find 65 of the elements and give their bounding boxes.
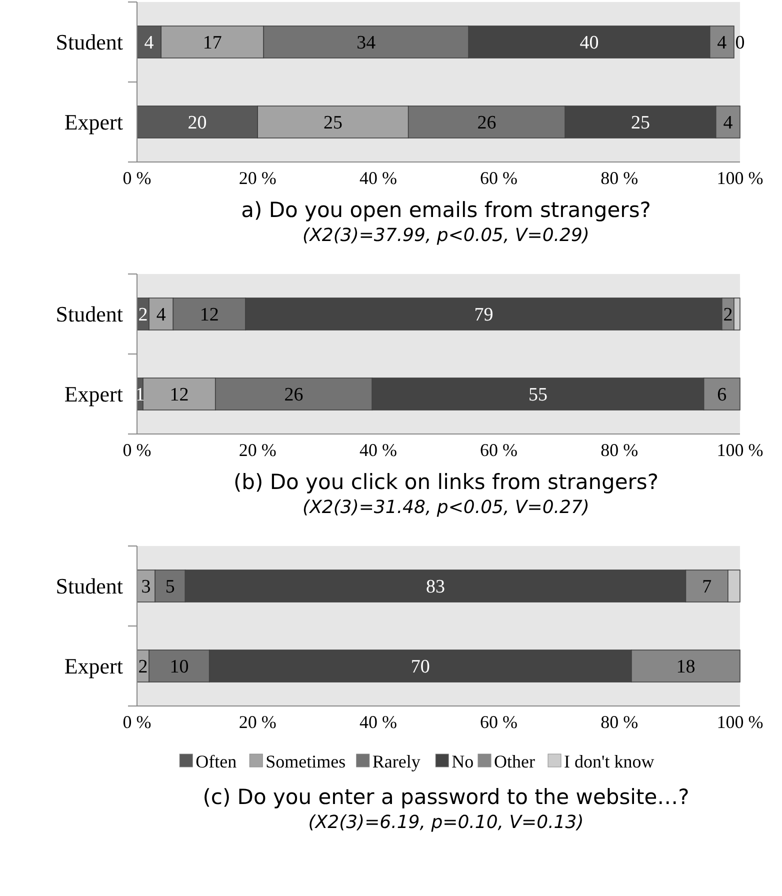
x-tick-label: 60 % (480, 168, 518, 188)
data-label: 10 (170, 656, 189, 678)
data-label: 3 (141, 576, 151, 598)
legend-label: Sometimes (266, 751, 346, 772)
data-label: 0 (735, 32, 745, 54)
x-tick-label: 20 % (238, 168, 276, 188)
text: (c) Do you enter a password to the website…? (202, 785, 690, 809)
x-tick-label: 20 % (238, 712, 276, 732)
x-tick-label: 20 % (238, 440, 276, 460)
data-label: 2 (723, 304, 733, 326)
data-label: 4 (144, 32, 154, 54)
x-tick-label: 80 % (600, 168, 638, 188)
x-tick-label: 100 % (716, 168, 764, 188)
x-tick-label: 60 % (480, 440, 518, 460)
data-label: 17 (202, 32, 222, 54)
x-tick-label: 40 % (359, 168, 397, 188)
data-label: 70 (410, 656, 430, 678)
text: (X2(3)=37.99, p<0.05, V=0.29) (302, 225, 590, 246)
y-tick-label: Student (56, 302, 123, 327)
y-tick-label: Student (56, 574, 123, 599)
data-label: 4 (156, 304, 166, 326)
x-tick-label: 0 % (122, 168, 152, 188)
legend-label: Other (494, 751, 535, 772)
y-tick-label: Expert (64, 654, 123, 679)
data-label: 2 (138, 304, 148, 326)
data-label: 83 (426, 576, 445, 598)
x-tick-label: 100 % (716, 440, 764, 460)
legend-label: Rarely (372, 751, 420, 772)
x-tick-label: 80 % (600, 440, 638, 460)
data-label: 6 (717, 384, 727, 406)
data-label: 12 (200, 304, 219, 326)
data-label: 7 (702, 576, 712, 598)
data-label: 18 (676, 656, 696, 678)
y-tick-label: Expert (64, 110, 123, 135)
x-tick-label: 40 % (359, 712, 397, 732)
y-tick-label: Student (56, 30, 123, 55)
data-label: 34 (356, 32, 376, 54)
data-label: 5 (165, 576, 175, 598)
data-label: 20 (188, 112, 207, 134)
y-tick-label: Expert (64, 382, 123, 407)
data-label: 4 (717, 32, 728, 54)
x-tick-label: 60 % (480, 712, 518, 732)
data-label: 12 (170, 384, 189, 406)
data-label: 40 (580, 32, 599, 54)
data-label: 26 (477, 112, 496, 134)
data-label: 79 (474, 304, 494, 326)
data-label: 2 (138, 656, 148, 678)
data-label: 25 (323, 112, 342, 134)
data-label: 25 (631, 112, 650, 134)
legend-label: I don't know (564, 751, 654, 772)
x-tick-label: 0 % (122, 440, 152, 460)
text: (X2(3)=6.19, p=0.10, V=0.13) (308, 812, 584, 833)
text: (b) Do you click on links from strangers? (233, 470, 659, 494)
data-label: 26 (284, 384, 304, 406)
data-label: 55 (528, 384, 548, 406)
x-tick-label: 100 % (716, 712, 764, 732)
legend-label: No (452, 751, 474, 772)
x-tick-label: 40 % (359, 440, 397, 460)
legend-label: Often (196, 751, 237, 772)
text: (X2(3)=31.48, p<0.05, V=0.27) (302, 497, 590, 518)
x-tick-label: 0 % (122, 712, 152, 732)
data-label: 1 (135, 384, 145, 406)
text: a) Do you open emails from strangers? (241, 198, 651, 222)
data-label: 4 (723, 112, 734, 134)
x-tick-label: 80 % (600, 712, 638, 732)
